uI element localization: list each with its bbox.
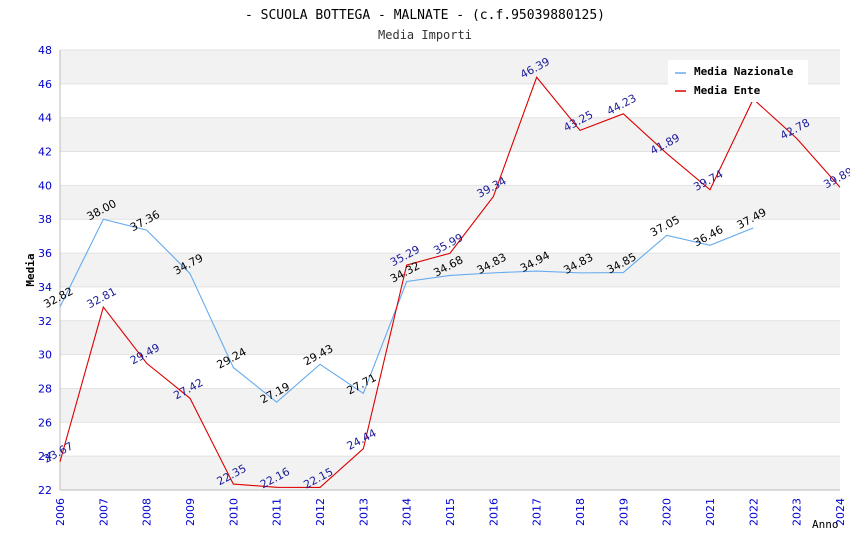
y-tick-label: 42 xyxy=(38,146,52,159)
x-tick-label: 2007 xyxy=(97,498,110,526)
grid-band xyxy=(60,185,840,220)
axes xyxy=(59,50,840,491)
x-tick-label: 2006 xyxy=(54,498,67,526)
x-tick-label: 2011 xyxy=(271,498,284,526)
x-tick-label: 2019 xyxy=(617,498,630,526)
y-tick-labels: 22 24 26 28 30 32 34 36 38 40 42 44 46 48 xyxy=(38,44,52,497)
x-tick-label: 2017 xyxy=(531,498,544,526)
y-tick-label: 26 xyxy=(38,416,52,429)
y-tick-label: 32 xyxy=(38,315,52,328)
grid-bands xyxy=(60,50,840,490)
x-tick-labels: 2006 2007 2008 2009 2010 2011 2012 2013 2014 2015… xyxy=(54,498,847,526)
y-tick-label: 40 xyxy=(38,179,52,192)
y-tick-label: 28 xyxy=(38,382,52,395)
x-axis-label: Anno xyxy=(812,518,839,531)
x-tick-label: 2016 xyxy=(487,498,500,526)
grid-band xyxy=(60,456,840,490)
y-tick-label: 30 xyxy=(38,349,52,362)
y-axis-label: Media xyxy=(24,253,37,286)
legend-label-ente: Media Ente xyxy=(694,84,761,97)
x-tick-label: 2008 xyxy=(141,498,154,526)
series-line-0 xyxy=(59,218,754,403)
x-tick-label: 2009 xyxy=(184,498,197,526)
chart-title: - SCUOLA BOTTEGA - MALNATE - (c.f.950398… xyxy=(245,8,605,23)
grid-band xyxy=(60,117,840,152)
y-tick-label: 36 xyxy=(38,247,52,260)
x-tick-label: 2021 xyxy=(704,498,717,526)
data-label: 24.44 xyxy=(345,426,379,452)
y-tick-label: 48 xyxy=(38,44,52,57)
x-tick-label: 2013 xyxy=(357,498,370,526)
x-tick-label: 2020 xyxy=(661,498,674,526)
legend-label-nazionale: Media Nazionale xyxy=(694,65,794,78)
x-tick-label: 2022 xyxy=(747,498,760,526)
y-tick-label: 22 xyxy=(38,484,52,497)
series-line-1 xyxy=(59,76,841,489)
x-tick-label: 2024 xyxy=(834,498,847,526)
y-tick-label: 38 xyxy=(38,213,52,226)
series-lines xyxy=(59,76,841,489)
y-tick-label: 34 xyxy=(38,281,52,294)
x-tick-label: 2018 xyxy=(574,498,587,526)
chart-subtitle: Media Importi xyxy=(378,28,472,42)
grid-band xyxy=(60,388,840,423)
y-tick-label: 24 xyxy=(38,450,52,463)
legend: Media Nazionale Media Ente xyxy=(668,60,808,102)
x-tick-label: 2012 xyxy=(314,498,327,526)
data-label: 32.81 xyxy=(85,285,119,311)
grid-band xyxy=(60,253,840,287)
x-tick-label: 2023 xyxy=(791,498,804,526)
y-tick-label: 44 xyxy=(38,112,52,125)
grid-band xyxy=(60,320,840,355)
x-tick-label: 2015 xyxy=(444,498,457,526)
y-tick-label: 46 xyxy=(38,78,52,91)
x-tick-label: 2010 xyxy=(227,498,240,526)
legend-background xyxy=(668,60,808,102)
x-tick-label: 2014 xyxy=(401,498,414,526)
